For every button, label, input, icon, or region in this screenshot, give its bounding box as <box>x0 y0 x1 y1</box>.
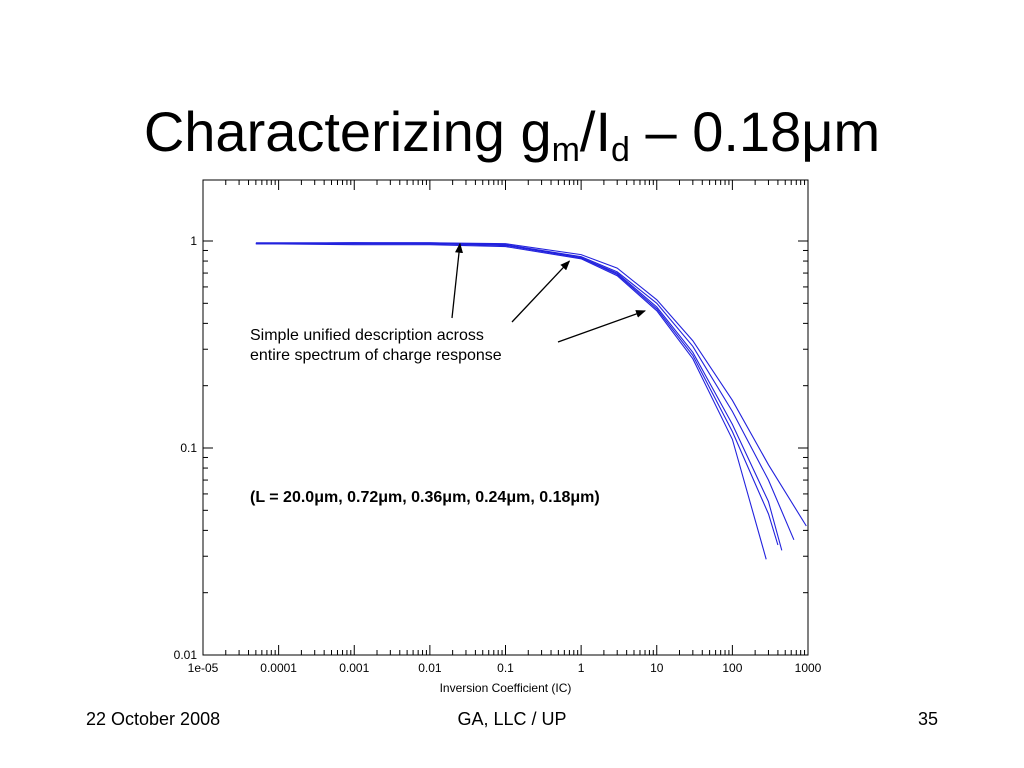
x-tick-label: 0.01 <box>418 661 442 675</box>
x-tick-label: 0.001 <box>339 661 369 675</box>
x-tick-label: 1000 <box>795 661 822 675</box>
annotation-arrow <box>511 260 571 323</box>
title-main-text: Characterizing g <box>143 100 552 163</box>
series-line <box>255 243 767 560</box>
title-subscript-m: m <box>551 131 580 169</box>
series-line <box>255 242 807 527</box>
x-tick-label: 10 <box>650 661 664 675</box>
x-tick-label: 0.0001 <box>260 661 297 675</box>
x-tick-label: 100 <box>722 661 742 675</box>
series-line <box>255 243 779 546</box>
series-line <box>255 242 795 541</box>
footer-date: 22 October 2008 <box>86 709 221 729</box>
x-tick-label: 1 <box>578 661 585 675</box>
slide-title: Characterizing gm/Id – 0.18μm <box>0 92 1024 172</box>
title-subscript-d: d <box>611 131 630 169</box>
footer-page-number: 35 <box>917 709 938 729</box>
annotation-arrow <box>557 310 646 343</box>
x-tick-label: 0.1 <box>497 661 514 675</box>
y-tick-label: 0.1 <box>180 441 197 455</box>
footer-center-text: GA, LLC / UP <box>457 709 567 729</box>
plot-frame <box>202 179 809 656</box>
x-tick-label: 1e-05 <box>188 661 219 675</box>
x-axis-label: Inversion Coefficient (IC) <box>440 681 572 695</box>
annotation-arrow <box>451 242 463 319</box>
title-tail-text: – 0.18μm <box>629 100 881 163</box>
annotation-line: Simple unified description across <box>250 327 484 344</box>
annotation-line: entire spectrum of charge response <box>250 347 502 364</box>
channel-length-note: (L = 20.0μm, 0.72μm, 0.36μm, 0.24μm, 0.1… <box>250 489 600 506</box>
title-slash-text: /I <box>579 100 612 163</box>
y-tick-label: 1 <box>190 234 197 248</box>
annotation-text: Simple unified description across entire … <box>250 327 502 364</box>
y-tick-label: 0.01 <box>174 648 198 662</box>
